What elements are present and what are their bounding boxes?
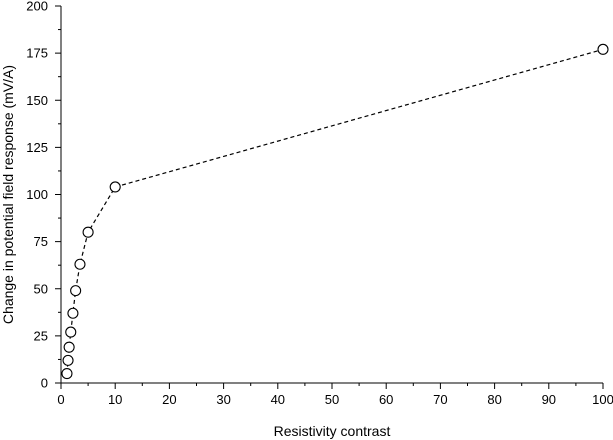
x-axis-ticks: 0 10 20 30 40 50 60 70 80 90 100: [57, 383, 613, 407]
x-axis-title: Resistivity contrast: [274, 423, 391, 439]
axes: [60, 6, 603, 384]
x-tick-label: 10: [108, 392, 122, 407]
y-tick-label: 200: [26, 0, 48, 14]
x-tick-label: 90: [542, 392, 556, 407]
x-tick-label: 40: [271, 392, 285, 407]
y-tick-label: 50: [34, 281, 48, 296]
series-layer: [61, 43, 609, 380]
y-axis-title: Change in potential field response (mV/A…: [0, 65, 16, 324]
data-point: [70, 285, 82, 297]
x-tick-label: 80: [487, 392, 501, 407]
data-point: [63, 341, 75, 353]
y-axis-ticks: 0 25 50 75 100 125 150 175 200: [26, 0, 61, 391]
data-point: [67, 307, 79, 319]
data-point: [62, 354, 74, 366]
data-point: [74, 258, 86, 270]
x-tick-label: 30: [216, 392, 230, 407]
y-tick-label: 75: [34, 234, 48, 249]
x-tick-label: 70: [433, 392, 447, 407]
data-point: [61, 368, 73, 380]
y-tick-label: 150: [26, 93, 48, 108]
x-tick-label: 50: [325, 392, 339, 407]
x-tick-label: 60: [379, 392, 393, 407]
data-point: [82, 226, 94, 238]
series-line: [66, 48, 604, 374]
data-point: [109, 181, 121, 193]
data-point: [597, 43, 609, 55]
x-tick-label: 100: [592, 392, 613, 407]
y-tick-label: 100: [26, 187, 48, 202]
x-tick-label: 0: [57, 392, 64, 407]
y-tick-label: 175: [26, 46, 48, 61]
y-tick-label: 25: [34, 328, 48, 343]
y-tick-label: 0: [41, 376, 48, 391]
data-point: [65, 326, 77, 338]
x-tick-label: 20: [162, 392, 176, 407]
y-tick-label: 125: [26, 140, 48, 155]
